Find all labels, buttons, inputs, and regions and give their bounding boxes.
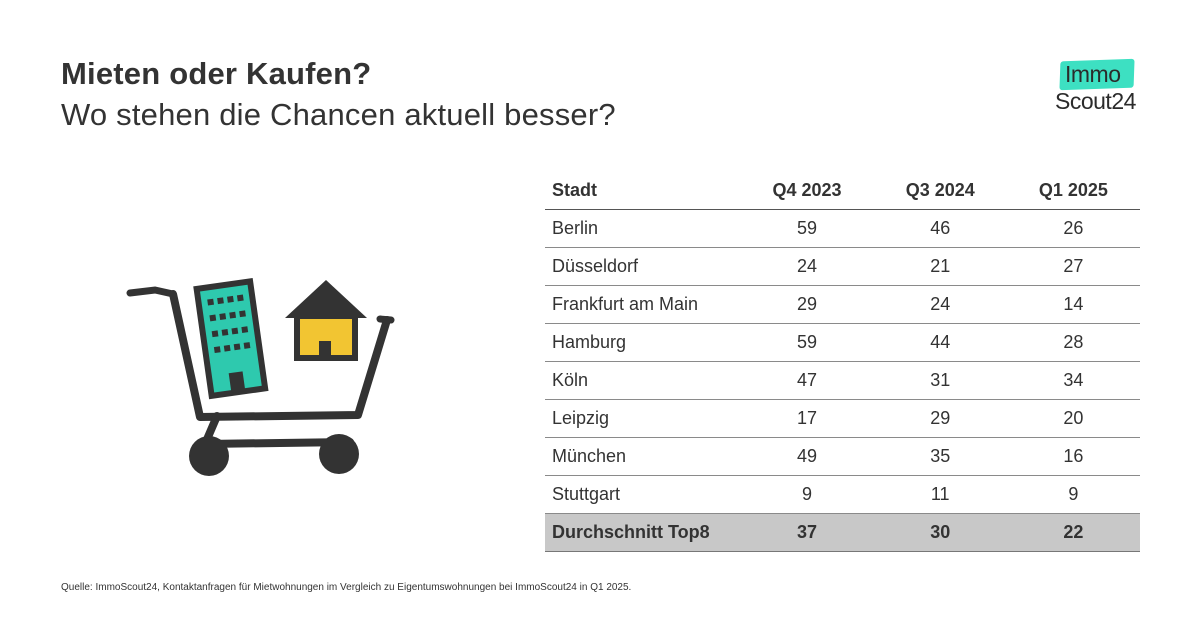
value-cell: 11 bbox=[873, 475, 1007, 514]
value-cell: 24 bbox=[740, 247, 874, 286]
value-cell: 24 bbox=[873, 285, 1007, 324]
value-cell: 14 bbox=[1006, 285, 1140, 324]
value-cell: 26 bbox=[1006, 209, 1140, 248]
value-cell: 21 bbox=[873, 247, 1007, 286]
city-cell: Berlin bbox=[545, 209, 741, 248]
column-header-q3-2024: Q3 2024 bbox=[873, 172, 1007, 210]
value-cell: 35 bbox=[873, 437, 1007, 476]
value-cell: 20 bbox=[1006, 399, 1140, 438]
shopping-cart-icon bbox=[126, 278, 395, 476]
summary-row: Durchschnitt Top8 37 30 22 bbox=[545, 513, 1140, 552]
source-note: Quelle: ImmoScout24, Kontaktanfragen für… bbox=[61, 582, 632, 593]
city-cell: Düsseldorf bbox=[545, 247, 741, 286]
value-cell: 17 bbox=[740, 399, 874, 438]
logo-text-bottom: Scout24 bbox=[1055, 88, 1136, 114]
city-cell: Köln bbox=[545, 361, 741, 400]
value-cell: 46 bbox=[873, 209, 1007, 248]
column-header-q1-2025: Q1 2025 bbox=[1006, 172, 1140, 210]
value-cell: 31 bbox=[873, 361, 1007, 400]
value-cell: 29 bbox=[740, 285, 874, 324]
cart-handle bbox=[126, 286, 177, 298]
city-cell: Frankfurt am Main bbox=[545, 285, 741, 324]
table-row: Frankfurt am Main 29 24 14 bbox=[545, 285, 1140, 324]
table-row: Berlin 59 46 26 bbox=[545, 209, 1140, 248]
table-row: Köln 47 31 34 bbox=[545, 361, 1140, 400]
value-cell: 27 bbox=[1006, 247, 1140, 286]
city-cell: Leipzig bbox=[545, 399, 741, 438]
city-cell: Hamburg bbox=[545, 323, 741, 362]
data-table: Stadt Q4 2023 Q3 2024 Q1 2025 Berlin 59 … bbox=[545, 172, 1140, 552]
logo-text-top: Immo bbox=[1065, 61, 1121, 87]
value-cell: 49 bbox=[740, 437, 874, 476]
summary-value: 30 bbox=[873, 513, 1007, 552]
table-row: Hamburg 59 44 28 bbox=[545, 323, 1140, 362]
page-subtitle: Wo stehen die Chancen aktuell besser? bbox=[61, 97, 616, 132]
cart-wheel-right bbox=[319, 434, 359, 474]
value-cell: 16 bbox=[1006, 437, 1140, 476]
summary-value: 37 bbox=[740, 513, 874, 552]
value-cell: 34 bbox=[1006, 361, 1140, 400]
building-icon bbox=[193, 278, 269, 400]
table-row: München 49 35 16 bbox=[545, 437, 1140, 476]
summary-label: Durchschnitt Top8 bbox=[545, 513, 741, 552]
summary-value: 22 bbox=[1006, 513, 1140, 552]
column-header-city: Stadt bbox=[545, 172, 741, 210]
city-cell: München bbox=[545, 437, 741, 476]
table-row: Düsseldorf 24 21 27 bbox=[545, 247, 1140, 286]
value-cell: 59 bbox=[740, 209, 874, 248]
cart-basket bbox=[169, 290, 391, 421]
immoscout24-logo[interactable]: Immo Scout24 bbox=[1052, 58, 1152, 118]
table-row: Stuttgart 9 11 9 bbox=[545, 475, 1140, 514]
value-cell: 29 bbox=[873, 399, 1007, 438]
value-cell: 9 bbox=[740, 475, 874, 514]
value-cell: 44 bbox=[873, 323, 1007, 362]
city-cell: Stuttgart bbox=[545, 475, 741, 514]
cart-wheel-left bbox=[189, 436, 229, 476]
value-cell: 59 bbox=[740, 323, 874, 362]
house-icon bbox=[285, 280, 367, 361]
value-cell: 28 bbox=[1006, 323, 1140, 362]
value-cell: 9 bbox=[1006, 475, 1140, 514]
table-header-row: Stadt Q4 2023 Q3 2024 Q1 2025 bbox=[545, 172, 1140, 210]
column-header-q4-2023: Q4 2023 bbox=[740, 172, 874, 210]
page-title: Mieten oder Kaufen? bbox=[61, 56, 372, 91]
table-row: Leipzig 17 29 20 bbox=[545, 399, 1140, 438]
value-cell: 47 bbox=[740, 361, 874, 400]
